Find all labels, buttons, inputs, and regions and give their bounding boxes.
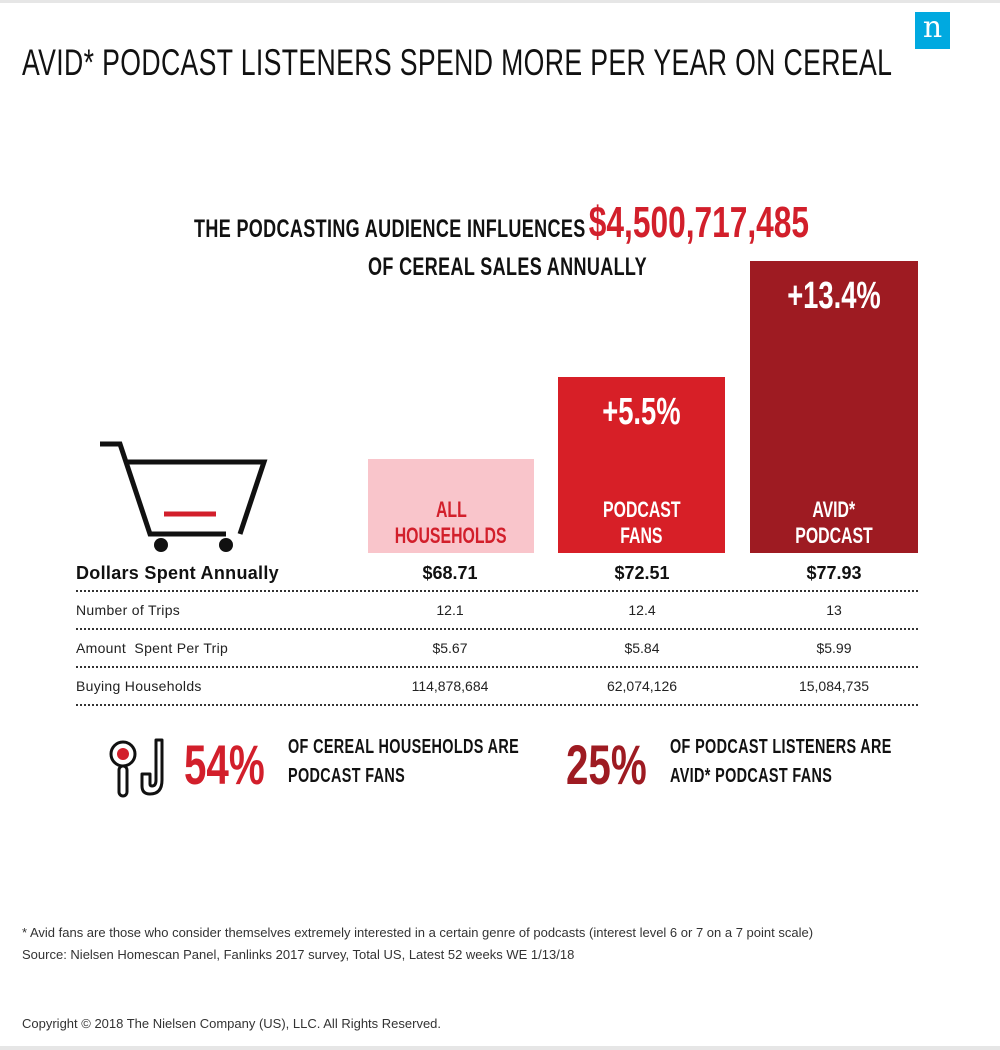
page-title: AVID* PODCAST LISTENERS SPEND MORE PER Y… [22, 42, 893, 83]
table-row: Number of Trips 12.1 12.4 13 [76, 592, 918, 630]
shopping-cart-icon [100, 441, 268, 552]
earbuds-icon [109, 738, 164, 798]
table-cell: 62,074,126 [606, 678, 678, 694]
bar-3 [750, 261, 918, 553]
table-cell: 12.1 [436, 602, 464, 618]
headline-line2: OF CEREAL SALES ANNUALLY [368, 253, 648, 281]
row-label: Amount Spent Per Trip [76, 640, 229, 656]
bar-category-label: PODCAST FANS [602, 497, 681, 548]
bar-category-label: ALL HOUSEHOLDS [395, 497, 507, 548]
bar-2 [558, 377, 725, 553]
table-cell: 13 [826, 602, 842, 618]
data-table: Dollars Spent Annually $68.71 $72.51 $77… [76, 558, 918, 706]
footnote: * Avid fans are those who consider thems… [22, 925, 814, 940]
row-label: Buying Households [76, 678, 202, 694]
table-cell: $5.99 [816, 640, 852, 656]
table-cell: 12.4 [628, 602, 656, 618]
table-cell: 114,878,684 [411, 678, 489, 694]
top-border [0, 0, 1000, 3]
table-cell: $72.51 [614, 563, 670, 583]
table-cell: 15,084,735 [798, 678, 870, 694]
table-cell: $68.71 [422, 563, 478, 583]
stat-line1: OF PODCAST LISTENERS ARE [670, 736, 892, 758]
stat-line2: AVID* PODCAST FANS [670, 765, 833, 787]
table-cell: $5.84 [624, 640, 660, 656]
source-note: Source: Nielsen Homescan Panel, Fanlinks… [22, 947, 575, 962]
stat-value: 54% [184, 733, 265, 796]
table-header-row: Dollars Spent Annually $68.71 $72.51 $77… [76, 558, 918, 592]
table-cell: $77.93 [806, 563, 862, 583]
stat-value: 25% [566, 733, 647, 796]
bar-percent-label: +5.5% [602, 391, 681, 433]
stat-line2: PODCAST FANS [288, 765, 406, 787]
table-cell: $5.67 [432, 640, 468, 656]
stat-line1: OF CEREAL HOUSEHOLDS ARE [288, 736, 520, 758]
table-row: Buying Households 114,878,684 62,074,126… [76, 668, 918, 706]
row-label: Dollars Spent Annually [76, 563, 279, 583]
row-label: Number of Trips [76, 602, 181, 618]
bottom-border [0, 1046, 1000, 1050]
table-row: Amount Spent Per Trip $5.67 $5.84 $5.99 [76, 630, 918, 668]
copyright: Copyright © 2018 The Nielsen Company (US… [22, 1016, 442, 1031]
headline-prefix: THE PODCASTING AUDIENCE INFLUENCES [194, 215, 586, 243]
bar-percent-label: +13.4% [787, 275, 881, 317]
bar-1 [368, 459, 534, 553]
headline-amount: $4,500,717,485 [588, 198, 810, 247]
nielsen-logo: n [915, 12, 950, 49]
